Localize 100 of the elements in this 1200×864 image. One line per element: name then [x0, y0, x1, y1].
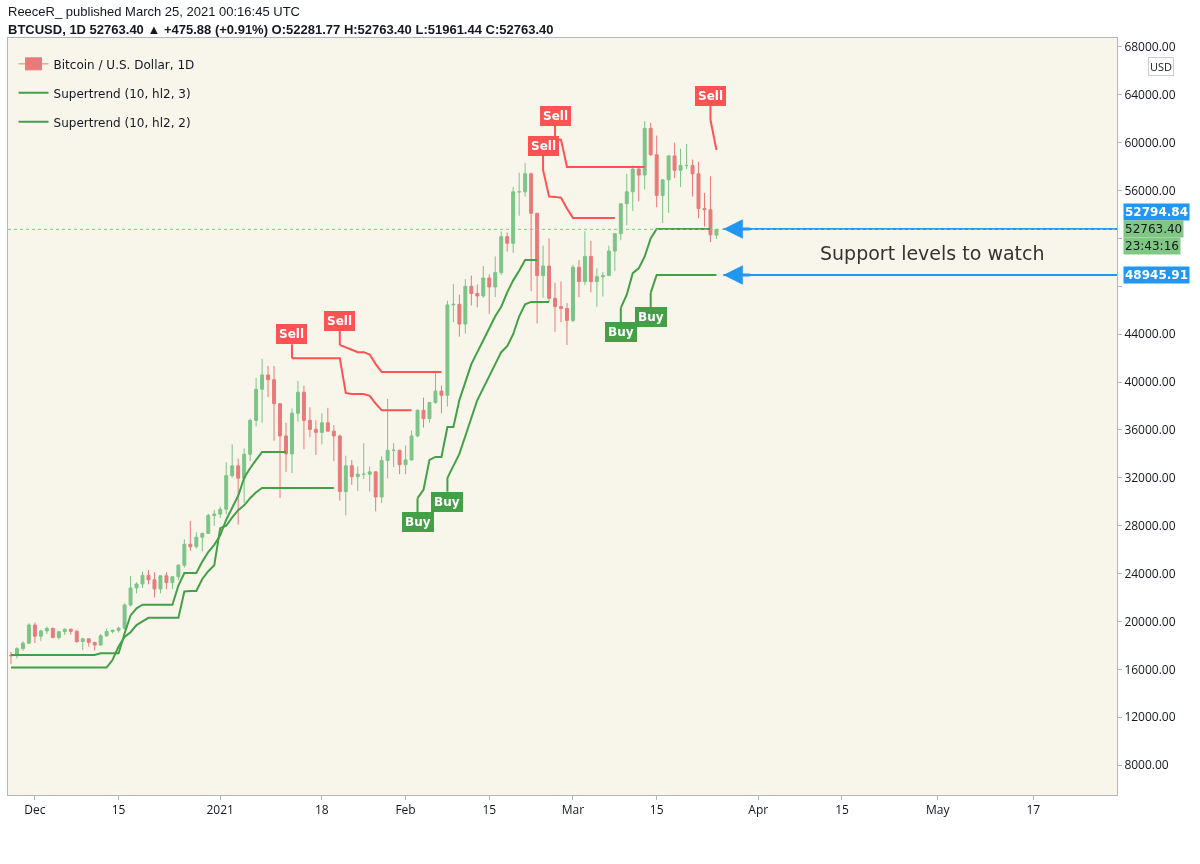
candlestick — [367, 465, 372, 493]
candlestick — [493, 255, 498, 298]
candlestick — [254, 377, 259, 427]
ref-line-label: 52763.40 — [1125, 222, 1183, 236]
candlestick — [636, 166, 641, 202]
candlestick — [56, 630, 61, 640]
candlestick — [361, 442, 366, 480]
candlestick — [290, 407, 294, 474]
candlestick — [212, 509, 217, 527]
candlestick — [594, 267, 599, 308]
x-tick-label: Feb — [395, 801, 416, 819]
candlestick — [624, 173, 629, 226]
candlestick — [660, 179, 665, 224]
candlestick — [397, 449, 402, 475]
candlestick — [523, 162, 528, 198]
candlestick — [547, 237, 552, 303]
candlestick — [307, 406, 312, 438]
legend-label: Bitcoin / U.S. Dollar, 1D — [53, 57, 195, 72]
x-tick-label: 17 — [1026, 801, 1041, 819]
candlestick — [68, 628, 73, 636]
candlestick — [266, 365, 271, 398]
y-tick-label: 24000.00 — [1124, 564, 1176, 582]
y-tick-label: 28000.00 — [1124, 516, 1176, 534]
candlestick — [80, 637, 85, 651]
annotation: Sell — [279, 327, 305, 341]
candlestick — [535, 212, 540, 324]
candlestick — [684, 143, 689, 170]
candlestick — [9, 651, 13, 665]
candlestick — [319, 412, 324, 445]
candlestick — [654, 135, 659, 208]
x-tick-label: May — [925, 801, 951, 819]
candlestick — [224, 461, 229, 515]
candlestick — [188, 520, 193, 552]
x-tick-label: 2021 — [206, 801, 234, 819]
candlestick — [26, 622, 31, 644]
annotation: Sell — [698, 89, 724, 103]
legend-label: Supertrend (10, hl2, 2) — [53, 115, 191, 130]
candlestick — [38, 629, 43, 642]
candlestick — [92, 641, 97, 651]
candlestick — [313, 419, 318, 456]
candlestick — [439, 385, 444, 414]
candlestick — [331, 424, 336, 462]
y-tick-label: 8000.00 — [1124, 756, 1169, 774]
candlestick — [20, 640, 25, 652]
candlestick — [248, 418, 253, 462]
candlestick — [44, 625, 49, 635]
candlestick — [242, 448, 247, 504]
candlestick — [50, 626, 55, 639]
candlestick — [553, 282, 557, 333]
candlestick — [206, 513, 211, 535]
candlestick — [278, 402, 282, 499]
chart-subtitle: BTCUSD, 1D 52763.40 ▲ +475.88 (+0.91%) O:52281.77 H:52763.40 L:51961.44 C:52763.40 — [8, 22, 554, 37]
y-axis-title: USD — [1150, 59, 1173, 74]
candlestick — [355, 465, 360, 492]
candlestick — [385, 398, 390, 479]
candlestick — [421, 397, 426, 429]
candlestick — [62, 627, 67, 636]
candlestick — [576, 259, 581, 298]
candlestick — [600, 271, 605, 298]
candlestick — [487, 273, 492, 315]
candlestick — [469, 275, 474, 306]
candlestick — [236, 458, 241, 526]
candlestick — [260, 358, 265, 424]
x-tick-label: 18 — [315, 801, 329, 819]
candlestick — [565, 302, 569, 346]
candlestick — [457, 294, 462, 338]
y-tick-label: 68000.00 — [1124, 38, 1176, 56]
candlestick — [200, 532, 205, 552]
y-tick-label: 40000.00 — [1124, 373, 1176, 391]
candlestick — [32, 622, 37, 644]
candlestick — [325, 407, 330, 432]
candlestick — [343, 455, 348, 517]
annotation: Buy — [608, 325, 634, 339]
candlestick — [481, 265, 486, 299]
candlestick — [230, 443, 235, 479]
candlestick — [571, 264, 575, 323]
candlestick — [373, 470, 378, 512]
candlestick — [541, 245, 546, 299]
candlestick — [559, 281, 563, 323]
annotation: Buy — [405, 515, 431, 529]
x-tick-label: 15 — [835, 801, 849, 819]
ref-line-label: 48945.91 — [1125, 268, 1189, 282]
y-tick-label: 60000.00 — [1124, 133, 1176, 151]
text: 23:43:16 — [1125, 239, 1179, 253]
candlestick — [379, 455, 384, 504]
x-tick-label: 15 — [649, 801, 664, 819]
y-tick-label: 20000.00 — [1124, 612, 1176, 630]
candlestick — [218, 506, 223, 519]
x-tick-label: Apr — [748, 801, 769, 819]
candlestick — [588, 240, 593, 293]
candlestick — [194, 531, 199, 549]
candlestick — [349, 459, 354, 486]
candlestick — [337, 434, 342, 502]
x-tick-label: 15 — [482, 801, 497, 819]
candlestick — [529, 172, 534, 292]
candlestick — [642, 120, 647, 190]
y-tick-label: 44000.00 — [1124, 325, 1176, 343]
candlestick — [158, 574, 163, 594]
candlestick — [517, 172, 522, 217]
annotation: Buy — [638, 310, 664, 324]
